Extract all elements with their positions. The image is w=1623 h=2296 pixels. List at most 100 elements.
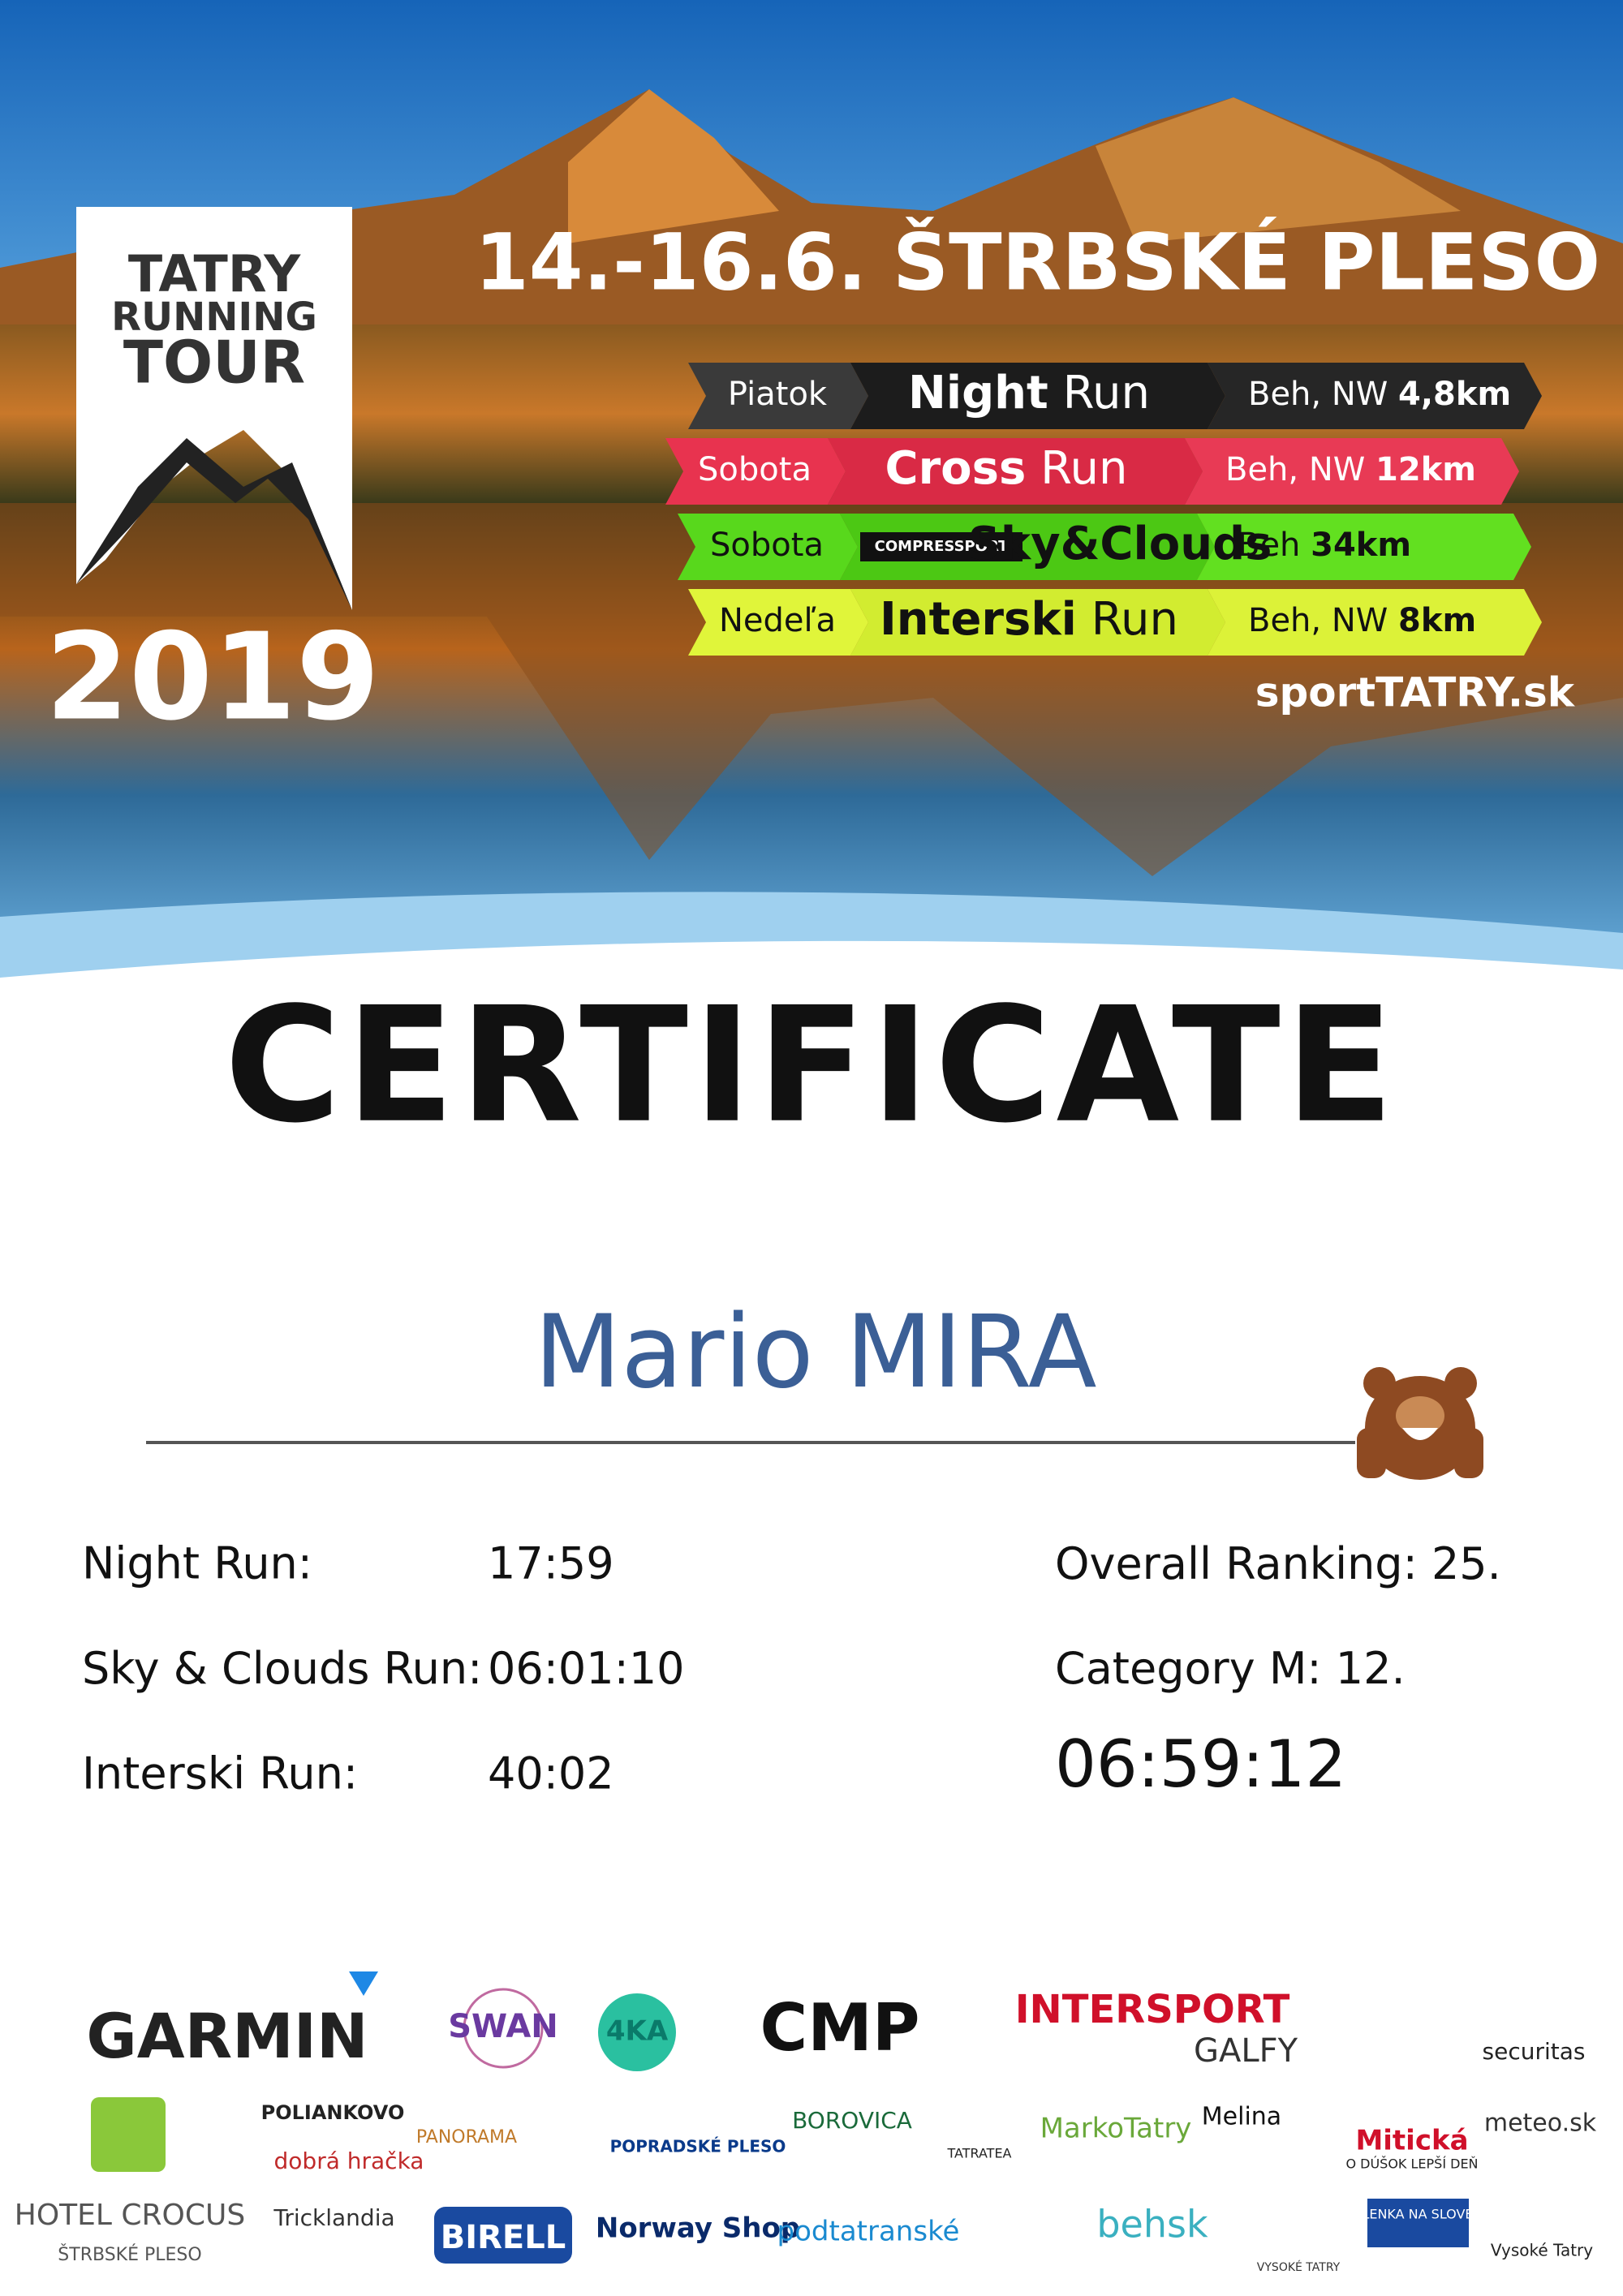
sponsor-name: CMP (760, 1990, 920, 2066)
bear-icon (1357, 1367, 1483, 1480)
race-row: Nedeľa Interski Run Beh, NW 8km (688, 589, 1542, 656)
sponsor-name: Mitická (1355, 2125, 1468, 2157)
website: sportTATRY.sk (1255, 669, 1576, 716)
sponsor-name: POLIANKOVO (261, 2101, 405, 2124)
race-name-bold: Interski (880, 593, 1077, 646)
logo-shape (598, 1993, 676, 2071)
result-value: 17:59 (488, 1538, 614, 1589)
sponsor-name: VYSOKÉ TATRY (1257, 2260, 1341, 2274)
race-segment (850, 589, 1225, 656)
logo-shape (349, 1971, 378, 1996)
race-name-bold: Cross (885, 442, 1026, 495)
total-time: 06:59:12 (1055, 1726, 1346, 1802)
race-segment (665, 438, 846, 505)
race-km: 8km (1398, 602, 1476, 639)
race-name-suffix: Run (1040, 442, 1127, 495)
participant-name: Mario MIRA (534, 1294, 1096, 1411)
badge: COMPRESSPORT (875, 538, 1009, 555)
sponsor-name: 4KA (606, 2015, 669, 2048)
certificate-title: CERTIFICATE (224, 974, 1398, 1159)
sponsor-name: securitas (1483, 2038, 1586, 2065)
value: 25. (1431, 1538, 1501, 1589)
sponsor-name: podtatranské (777, 2216, 960, 2248)
sponsor-name: PANORAMA (416, 2127, 517, 2148)
race-kind: Beh, NW (1248, 602, 1388, 639)
race-row: Sobota Cross Run Beh, NW 12km (665, 438, 1519, 505)
results: Night Run: 17:59 Sky & Clouds Run: 06:01:10… (82, 1538, 685, 1799)
value: 12. (1336, 1643, 1406, 1694)
race-segment (828, 438, 1203, 505)
race-name-bold: Night (908, 367, 1048, 419)
logo-text: RUNNING (111, 295, 317, 340)
race-day: Sobota (710, 527, 824, 564)
sponsor-name: BOROVICA (792, 2107, 912, 2134)
race-segment (678, 514, 858, 580)
sponsor-name: dobrá hračka (274, 2148, 424, 2174)
sponsor-name: behsk (1096, 2203, 1208, 2247)
race-distance: Beh, NW 4,8km (1248, 376, 1511, 413)
sponsor-name: Vysoké Tatry (1491, 2241, 1593, 2260)
sponsor-name: Tricklandia (273, 2204, 394, 2231)
sponsor-name: O DÚŠOK LEPŠÍ DEŇ (1345, 2156, 1478, 2172)
race-day: Piatok (728, 376, 828, 413)
result-label: Night Run: (82, 1538, 312, 1589)
logo-text: TOUR (123, 329, 305, 397)
sponsor-name: MarkoTatry (1040, 2113, 1192, 2145)
sponsor-name: HOTEL CROCUS (15, 2199, 245, 2232)
sponsor-name: POPRADSKÉ PLESO (610, 2137, 786, 2156)
race-distance: Beh, NW 8km (1248, 602, 1476, 639)
race-name: Sky&Clouds (968, 518, 1272, 570)
race-km: 4,8km (1398, 376, 1511, 413)
logo-text: TATRY (128, 244, 301, 303)
race-name-suffix: Run (1063, 367, 1150, 419)
sponsor-name: BIRELL (441, 2219, 566, 2256)
race-list: Piatok Night Run Beh, NW 4,8km Sobota Cross … (665, 363, 1542, 656)
race-segment (1208, 363, 1542, 429)
result-label: Sky & Clouds Run: (82, 1643, 482, 1694)
race-kind: Beh (1238, 527, 1300, 564)
race-segment (1208, 589, 1542, 656)
overall-ranking: Overall Ranking: 25. (1055, 1538, 1501, 1589)
sponsor-name: SWAN (448, 2008, 558, 2045)
race-name-bold: Sky&Clouds (968, 518, 1272, 570)
race-name: Cross Run (885, 442, 1127, 495)
sponsor-name: DOVOLENKA NA SLOVENSKU (1324, 2207, 1509, 2222)
sponsor-name: TATRATEA (946, 2146, 1011, 2161)
race-segment (850, 363, 1225, 429)
race-segment (688, 363, 868, 429)
race-row: Piatok Night Run Beh, NW 4,8km (688, 363, 1542, 429)
sponsor-name: GALFY (1194, 2032, 1298, 2070)
result-label: Interski Run: (82, 1748, 358, 1799)
event-location: ŠTRBSKÉ PLESO (893, 216, 1600, 307)
race-km: 12km (1375, 451, 1476, 488)
event-dates: 14.-16.6. (475, 217, 867, 307)
label: Category M: (1055, 1643, 1322, 1694)
sponsor-name: Melina (1202, 2103, 1281, 2131)
race-day: Nedeľa (719, 602, 836, 639)
race-kind: Beh, NW (1225, 451, 1365, 488)
race-name-suffix: Run (1091, 593, 1178, 646)
logo-shape (1367, 2199, 1469, 2247)
sponsor-name: ŠTRBSKÉ PLESO (58, 2244, 201, 2265)
event-logo: TATRY RUNNING TOUR 2019 (45, 207, 380, 747)
race-segment (1197, 514, 1531, 580)
category-ranking: Category M: 12. (1055, 1643, 1406, 1694)
logo-shape (434, 2207, 572, 2264)
logo-shape (91, 2097, 166, 2172)
race-segment (688, 589, 868, 656)
result-value: 40:02 (488, 1748, 614, 1799)
race-km: 34km (1311, 527, 1411, 564)
race-name: Interski Run (880, 593, 1178, 646)
sponsor-name: Norway Shop (596, 2212, 800, 2245)
race-segment (1185, 438, 1519, 505)
label: Overall Ranking: (1055, 1538, 1418, 1589)
sponsor-name: meteo.sk (1484, 2109, 1597, 2138)
logo-shape (463, 1988, 544, 2069)
result-value: 06:01:10 (488, 1643, 685, 1694)
badge-bg (860, 532, 1022, 561)
race-distance: Beh, NW 12km (1225, 451, 1476, 488)
sponsor-name: GARMIN (86, 2000, 368, 2072)
